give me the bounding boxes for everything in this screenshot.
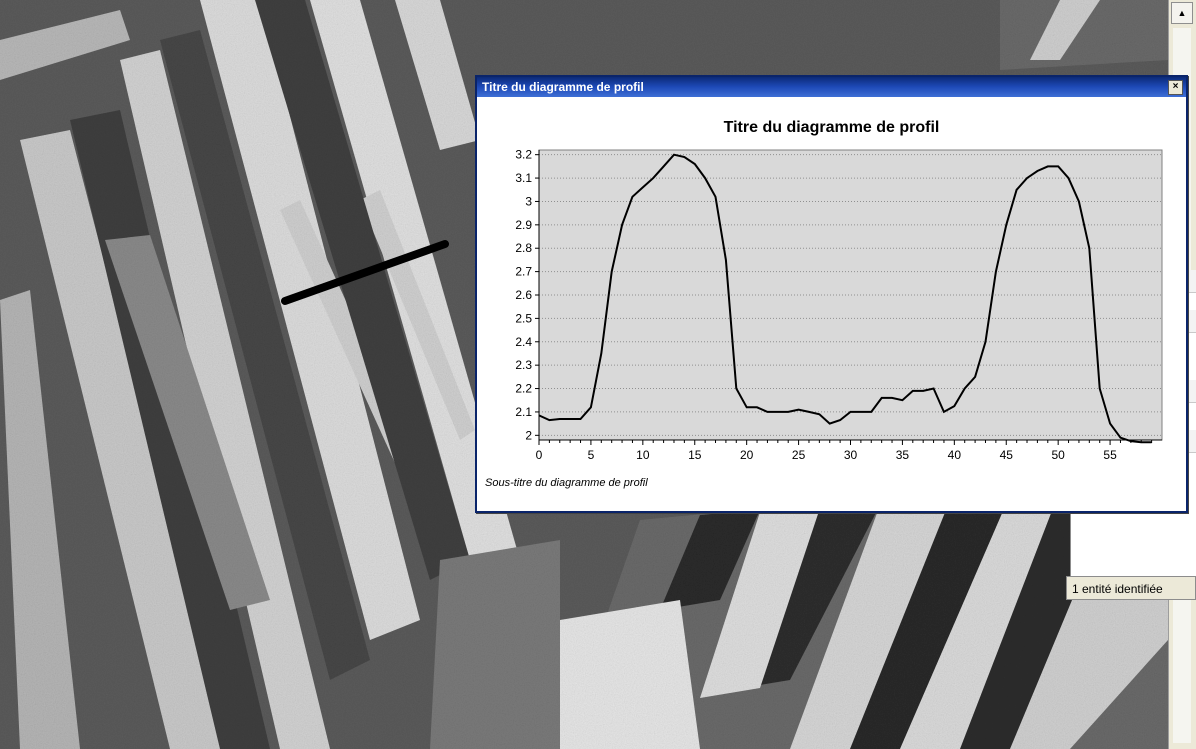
y-tick-label: 2.1	[515, 405, 532, 419]
y-tick-label: 2.9	[515, 218, 532, 232]
x-tick-label: 40	[948, 448, 962, 462]
window-title: Titre du diagramme de profil	[482, 80, 644, 94]
x-tick-label: 15	[688, 448, 702, 462]
y-tick-label: 2.3	[515, 358, 532, 372]
x-tick-label: 25	[792, 448, 806, 462]
y-tick-label: 2.8	[515, 241, 532, 255]
close-icon[interactable]: ×	[1168, 80, 1183, 95]
y-tick-label: 3.2	[515, 148, 532, 162]
y-tick-label: 3.1	[515, 171, 532, 185]
x-tick-label: 0	[536, 448, 543, 462]
x-tick-label: 20	[740, 448, 754, 462]
profile-chart: 3.2 3.1 3 2.9 2.8 2.7 2.6 2.5 2.4 2.3 2.2 2.1 20 5 10 1…	[515, 148, 1163, 462]
y-tick-label: 3	[525, 194, 532, 208]
window-titlebar[interactable]: Titre du diagramme de profil	[477, 77, 1186, 97]
chart-title: Titre du diagramme de profil	[723, 119, 940, 136]
y-tick-label: 2.6	[515, 288, 532, 302]
y-tick-label: 2.4	[515, 335, 532, 349]
x-tick-label: 5	[588, 448, 595, 462]
y-tick-label: 2.2	[515, 382, 532, 396]
x-tick-label: 50	[1051, 448, 1065, 462]
x-tick-label: 35	[896, 448, 910, 462]
y-tick-label: 2	[525, 428, 532, 442]
scroll-up-arrow-icon[interactable]: ▲	[1171, 2, 1193, 24]
x-tick-label: 45	[1000, 448, 1014, 462]
x-tick-label: 10	[636, 448, 650, 462]
chart-subtitle: Sous-titre du diagramme de profil	[485, 477, 648, 489]
profile-series-line	[538, 153, 1152, 444]
status-text: 1 entité identifiée	[1066, 576, 1196, 600]
y-tick-label: 2.5	[515, 311, 532, 325]
profile-graph-window[interactable]: Titre du diagramme de profil × Titre du …	[475, 75, 1188, 513]
x-tick-label: 30	[844, 448, 858, 462]
y-tick-label: 2.7	[515, 265, 532, 279]
profile-line[interactable]	[281, 240, 449, 305]
x-tick-label: 55	[1103, 448, 1117, 462]
